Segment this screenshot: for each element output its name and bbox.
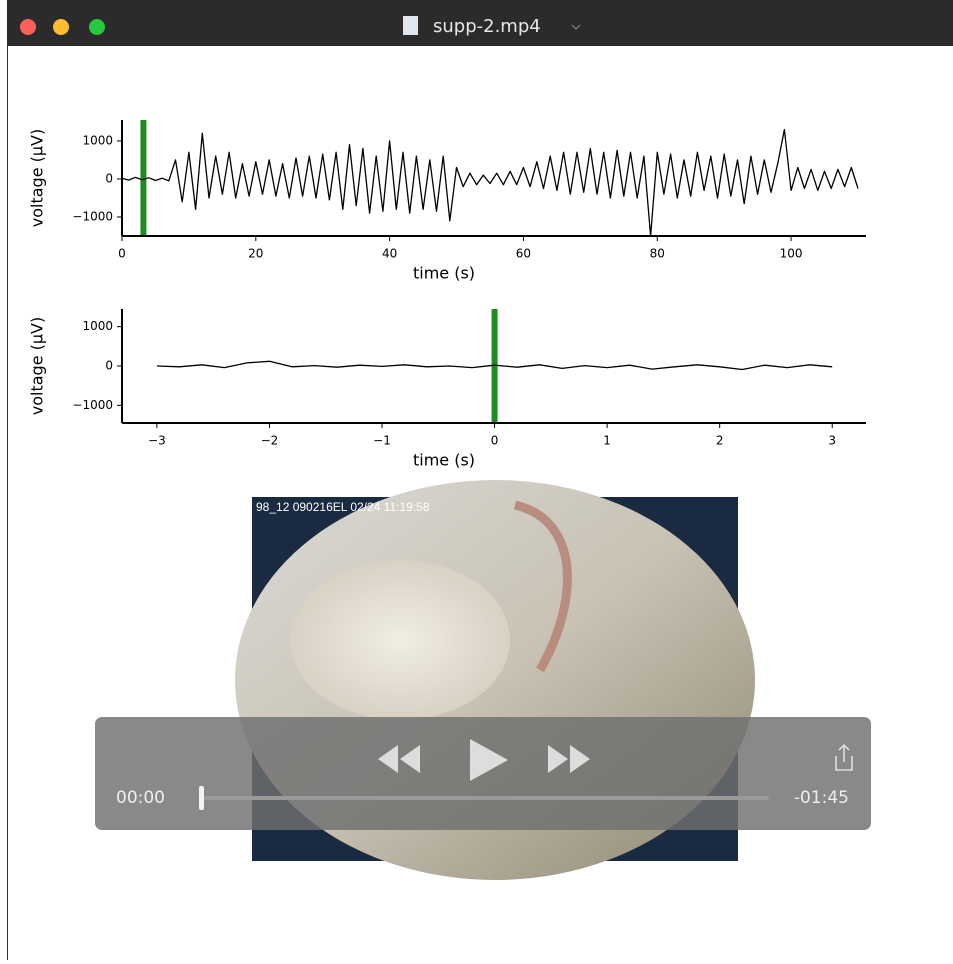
x-tick-label: 0 (118, 247, 126, 261)
x-tick-label: 80 (650, 247, 665, 261)
video-tail (513, 500, 572, 673)
x-tick-label: 0 (491, 434, 499, 448)
y-tick-label: 0 (105, 171, 113, 185)
x-tick-label: 40 (382, 247, 397, 261)
y-tick-label: 0 (105, 359, 113, 373)
y-axis-label: voltage (µV) (28, 129, 47, 227)
scrubber-handle[interactable] (199, 786, 204, 810)
video-overlay-text: 98_12 090216EL 02/24 11:19:58 (256, 500, 430, 514)
signal-trace (121, 128, 859, 237)
y-tick-label: −1000 (72, 398, 113, 412)
zoom-button[interactable] (89, 19, 105, 35)
elapsed-time: 00:00 (116, 788, 165, 808)
title-bar (7, 0, 953, 46)
minimize-button[interactable] (53, 19, 69, 35)
title-chevron[interactable] (571, 24, 581, 30)
x-tick-label: −3 (148, 434, 166, 448)
x-axis-label: time (s) (413, 264, 475, 283)
x-tick-label: 60 (516, 247, 531, 261)
file-icon (403, 16, 418, 35)
y-tick-label: −1000 (72, 209, 113, 223)
x-tick-label: −1 (373, 434, 391, 448)
x-tick-label: 3 (828, 434, 836, 448)
x-axis-label: time (s) (413, 451, 475, 470)
scrubber-track[interactable] (202, 796, 769, 800)
fast-forward-button[interactable] (548, 745, 590, 773)
rewind-button[interactable] (378, 745, 420, 773)
close-button[interactable] (20, 19, 36, 35)
signal-trace (156, 360, 833, 371)
y-tick-label: 1000 (82, 319, 113, 333)
playback-controls: 00:00 -01:45 (95, 717, 871, 830)
x-tick-label: 20 (248, 247, 263, 261)
video-subject (290, 560, 510, 720)
x-tick-label: −2 (261, 434, 279, 448)
share-button[interactable] (835, 743, 853, 771)
y-tick-label: 1000 (82, 133, 113, 147)
x-tick-label: 2 (716, 434, 724, 448)
remaining-time: -01:45 (794, 788, 849, 808)
window-title[interactable]: supp-2.mp4 (433, 16, 541, 37)
x-tick-label: 1 (603, 434, 611, 448)
play-button[interactable] (470, 739, 508, 781)
x-tick-label: 100 (780, 247, 803, 261)
y-axis-label: voltage (µV) (28, 317, 47, 415)
